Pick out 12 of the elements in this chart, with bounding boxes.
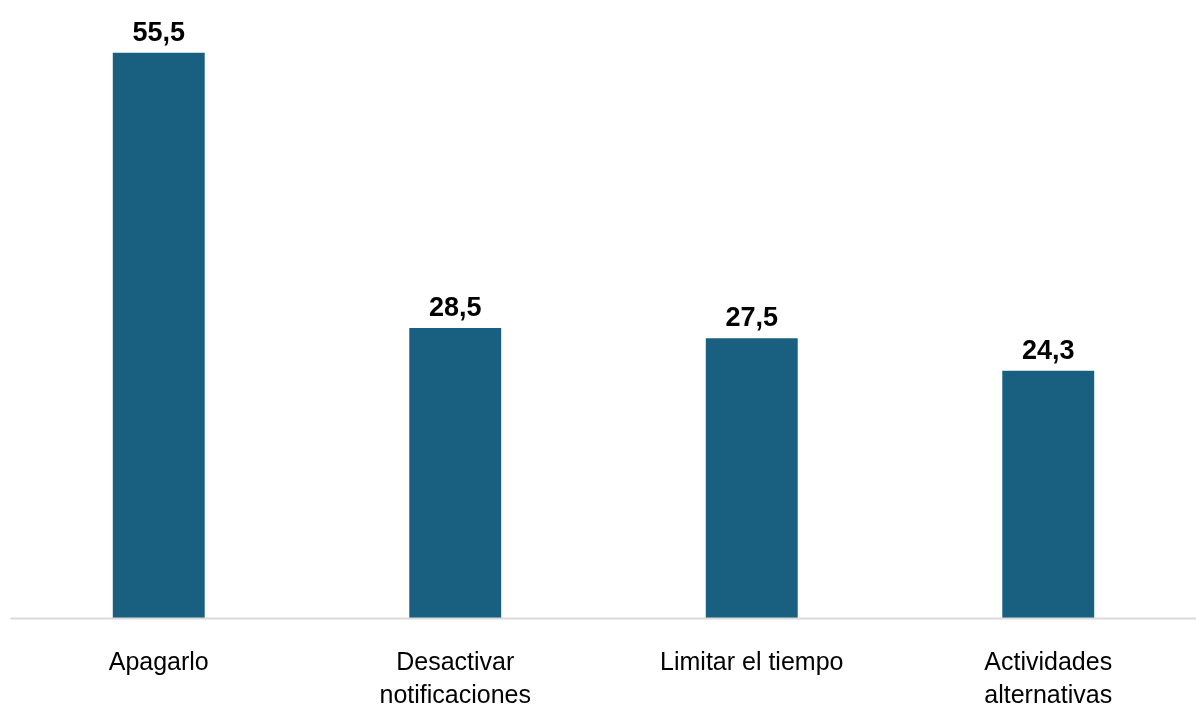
data-label: 24,3 <box>1021 334 1075 365</box>
bar <box>705 338 798 619</box>
bar <box>409 327 502 619</box>
x-tick-label: Apagarlo <box>108 646 209 675</box>
data-label: 55,5 <box>132 16 186 47</box>
data-label: 27,5 <box>725 302 779 333</box>
bar <box>1002 370 1095 619</box>
data-label: 28,5 <box>428 291 482 322</box>
x-tick-label: Actividades alternativas <box>984 646 1113 709</box>
x-tick-label: Limitar el tiempo <box>660 646 844 675</box>
bar <box>112 52 205 619</box>
x-tick-label: Desactivar notificaciones <box>379 646 531 709</box>
